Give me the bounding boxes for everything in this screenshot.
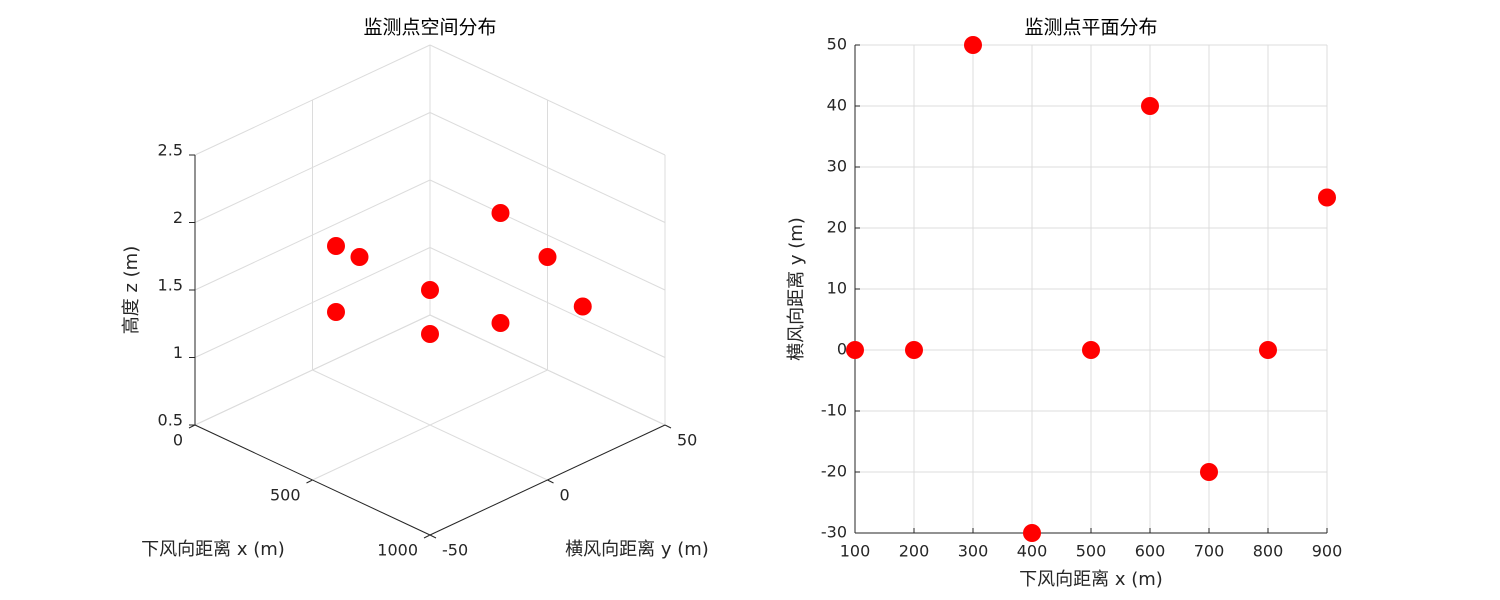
grid-line bbox=[312, 369, 548, 481]
data-point bbox=[1318, 188, 1336, 207]
data-point bbox=[1141, 97, 1159, 115]
tick-mark bbox=[429, 534, 437, 539]
y-axis-label: 横风向距离 y (m) bbox=[565, 539, 709, 560]
grid-line bbox=[194, 179, 431, 291]
x-tick-label: 500 bbox=[1076, 542, 1107, 561]
data-point bbox=[964, 36, 982, 54]
x-axis-label: 下风向距离 x (m) bbox=[141, 539, 285, 560]
data-point bbox=[327, 303, 345, 321]
data-point bbox=[1259, 341, 1277, 359]
data-point bbox=[846, 341, 864, 359]
x-tick-label: 1000 bbox=[377, 541, 418, 560]
data-point bbox=[573, 297, 592, 316]
axis-line bbox=[194, 424, 431, 536]
grid-line bbox=[429, 44, 666, 156]
x-tick-label: 200 bbox=[899, 542, 930, 561]
x-tick-label: 500 bbox=[270, 486, 301, 505]
z-tick-label: 1.5 bbox=[158, 276, 183, 295]
x-tick-label: 400 bbox=[1017, 542, 1048, 561]
data-point bbox=[905, 341, 923, 359]
z-tick-label: 1 bbox=[173, 343, 183, 362]
x-tick-label: 100 bbox=[840, 542, 871, 561]
tick-mark bbox=[547, 479, 554, 484]
grid-line bbox=[429, 247, 666, 358]
y-tick-label: -10 bbox=[821, 401, 847, 420]
x-tick-label: 300 bbox=[958, 542, 989, 561]
x-tick-label: 900 bbox=[1312, 542, 1343, 561]
z-tick-label: 2 bbox=[173, 208, 183, 227]
z-axis-label: 高度 z (m) bbox=[121, 246, 142, 334]
y-tick-label: 50 bbox=[677, 431, 697, 450]
y-tick-label: 0 bbox=[837, 340, 847, 359]
y-tick-label: 0 bbox=[560, 486, 570, 505]
y-tick-label: 10 bbox=[827, 279, 847, 298]
data-point bbox=[491, 314, 510, 332]
data-point bbox=[1023, 524, 1041, 542]
chart-title: 监测点平面分布 bbox=[1024, 17, 1157, 39]
y-tick-label: -50 bbox=[442, 541, 468, 560]
grid-line bbox=[194, 44, 431, 156]
grid-line bbox=[429, 314, 666, 426]
y-tick-label: 40 bbox=[827, 96, 847, 115]
data-point bbox=[421, 281, 439, 299]
z-tick-label: 2.5 bbox=[158, 141, 183, 160]
x-tick-label: 700 bbox=[1194, 542, 1225, 561]
data-point bbox=[327, 237, 345, 255]
data-point bbox=[1082, 341, 1100, 359]
data-point bbox=[1200, 463, 1218, 481]
tick-mark bbox=[664, 424, 672, 429]
grid-line bbox=[194, 314, 431, 426]
y-tick-label: -20 bbox=[821, 462, 847, 481]
y-tick-label: 50 bbox=[827, 35, 847, 54]
data-point bbox=[421, 325, 439, 343]
grid-line bbox=[194, 247, 431, 358]
grid-line bbox=[429, 179, 666, 291]
y-tick-label: 20 bbox=[827, 218, 847, 237]
x-axis-label: 下风向距离 x (m) bbox=[1019, 569, 1163, 590]
data-point bbox=[491, 204, 510, 222]
x-tick-label: 600 bbox=[1135, 542, 1166, 561]
chart-title: 监测点空间分布 bbox=[363, 17, 496, 39]
x-tick-label: 800 bbox=[1253, 542, 1284, 561]
grid-line bbox=[194, 112, 431, 223]
grid-line bbox=[429, 112, 666, 223]
y-tick-label: 30 bbox=[827, 157, 847, 176]
y-axis-label: 横风向距离 y (m) bbox=[786, 217, 807, 361]
data-point bbox=[538, 248, 557, 266]
tick-mark bbox=[423, 534, 431, 539]
z-tick-label: 0.5 bbox=[158, 411, 183, 430]
data-point bbox=[350, 248, 369, 266]
x-tick-label: 0 bbox=[173, 431, 183, 450]
tick-mark bbox=[306, 479, 313, 484]
axis-line bbox=[429, 424, 666, 536]
y-tick-label: -30 bbox=[821, 523, 847, 542]
